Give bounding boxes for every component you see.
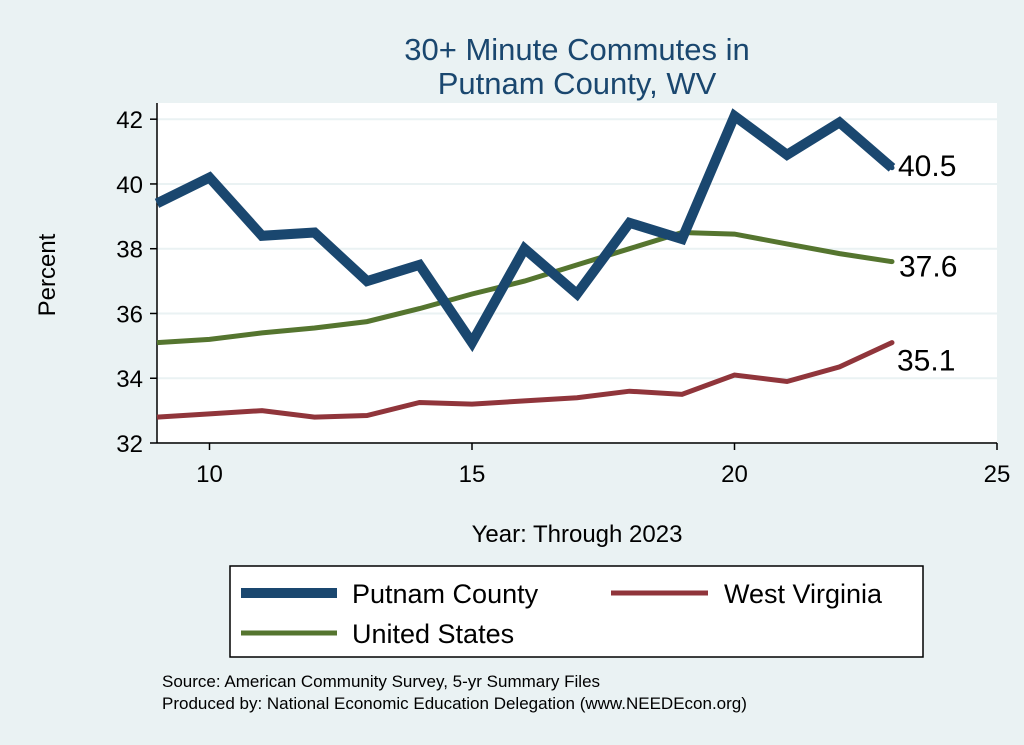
x-axis-title: Year: Through 2023: [472, 521, 683, 548]
legend-box: [229, 565, 924, 658]
end-point-west-virginia: [889, 340, 895, 346]
axes: 32 34 36 38 40 42 10 15 20 25: [116, 103, 1010, 488]
series-line-west-virginia: [156, 340, 894, 420]
y-tick-label-40: 40: [116, 172, 143, 199]
source-note: Source: American Community Survey, 5-yr …: [162, 672, 600, 691]
legend-label-west-virginia: West Virginia: [724, 579, 883, 609]
x-tick-label-25: 25: [984, 461, 1011, 488]
series-lines: [154, 108, 896, 420]
y-tick-label-36: 36: [116, 301, 143, 328]
plot-area: [157, 103, 997, 443]
end-label-west-virginia: 35.1: [897, 345, 955, 378]
series-line-united-states: [156, 229, 893, 346]
y-tick-label-32: 32: [116, 431, 143, 458]
chart-title-line-1: 30+ Minute Commutes in: [404, 32, 749, 67]
y-tick-label-38: 38: [116, 237, 143, 264]
chart-title-line-2: Putnam County, WV: [438, 66, 717, 101]
x-tick-label-20: 20: [721, 461, 748, 488]
producer-note: Produced by: National Economic Education…: [162, 694, 747, 713]
x-tick-label-10: 10: [196, 461, 223, 488]
y-tick-label-34: 34: [116, 366, 143, 393]
end-label-putnam-county: 40.5: [898, 150, 956, 183]
end-labels: 40.5 35.1 37.6: [889, 150, 957, 378]
y-tick-label-42: 42: [116, 107, 143, 134]
x-tick-label-15: 15: [459, 461, 486, 488]
end-point-united-states: [889, 259, 895, 265]
y-axis-title: Percent: [34, 233, 61, 316]
series-line-putnam-county: [154, 108, 896, 353]
legend-label-putnam-county: Putnam County: [352, 579, 539, 609]
legend: Putnam County West Virginia United State…: [229, 565, 924, 658]
legend-label-united-states: United States: [352, 619, 514, 649]
end-point-putnam-county: [889, 165, 895, 171]
end-label-united-states: 37.6: [899, 251, 957, 284]
